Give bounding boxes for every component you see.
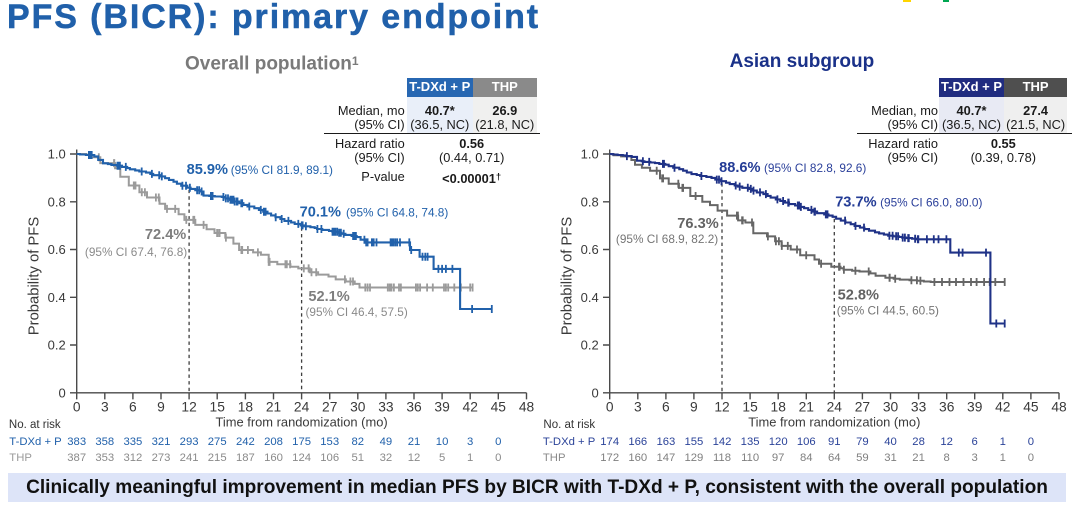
- svg-text:39: 39: [434, 400, 450, 415]
- svg-text:12: 12: [181, 400, 196, 415]
- svg-text:Time from randomization (mo): Time from randomization (mo): [216, 415, 388, 430]
- svg-text:(95% CI 66.0, 80.0): (95% CI 66.0, 80.0): [880, 196, 982, 210]
- svg-text:76.3%: 76.3%: [677, 216, 718, 232]
- svg-text:36: 36: [939, 400, 955, 415]
- svg-text:1.0: 1.0: [48, 147, 66, 162]
- svg-text:9: 9: [157, 400, 165, 415]
- svg-text:52.1%: 52.1%: [308, 289, 349, 305]
- svg-text:21: 21: [266, 400, 281, 415]
- svg-text:1.0: 1.0: [581, 147, 599, 162]
- svg-text:Probability of PFS: Probability of PFS: [27, 217, 43, 336]
- svg-text:18: 18: [238, 400, 254, 415]
- svg-text:33: 33: [378, 400, 394, 415]
- svg-text:27: 27: [322, 400, 337, 415]
- svg-text:0: 0: [73, 400, 81, 415]
- svg-text:(95% CI 67.4, 76.8): (95% CI 67.4, 76.8): [85, 245, 187, 259]
- svg-text:0: 0: [591, 386, 598, 401]
- svg-text:0: 0: [58, 386, 65, 401]
- svg-text:6: 6: [662, 400, 670, 415]
- svg-text:45: 45: [491, 400, 507, 415]
- svg-text:0.4: 0.4: [48, 290, 66, 305]
- svg-text:0.6: 0.6: [48, 242, 66, 257]
- svg-text:42: 42: [995, 400, 1010, 415]
- svg-text:(95% CI 81.9, 89.1): (95% CI 81.9, 89.1): [231, 163, 333, 177]
- svg-text:Probability of PFS: Probability of PFS: [560, 217, 576, 336]
- svg-text:39: 39: [967, 400, 983, 415]
- svg-text:15: 15: [210, 400, 226, 415]
- svg-text:24: 24: [827, 400, 843, 415]
- svg-text:30: 30: [883, 400, 899, 415]
- svg-text:(95% CI 64.8, 74.8): (95% CI 64.8, 74.8): [346, 206, 448, 220]
- svg-text:3: 3: [101, 400, 109, 415]
- svg-text:21: 21: [799, 400, 814, 415]
- svg-text:30: 30: [350, 400, 366, 415]
- svg-text:(95% CI 44.5, 60.5): (95% CI 44.5, 60.5): [837, 304, 939, 318]
- svg-text:45: 45: [1023, 400, 1039, 415]
- svg-text:0.8: 0.8: [48, 195, 66, 210]
- svg-text:Time from randomization (mo): Time from randomization (mo): [748, 415, 920, 430]
- svg-text:3: 3: [634, 400, 642, 415]
- svg-text:42: 42: [463, 400, 478, 415]
- svg-text:88.6%: 88.6%: [719, 160, 760, 176]
- svg-text:27: 27: [855, 400, 870, 415]
- svg-text:15: 15: [742, 400, 758, 415]
- svg-text:(95% CI 82.8, 92.6): (95% CI 82.8, 92.6): [764, 161, 866, 175]
- svg-text:85.9%: 85.9%: [187, 162, 228, 178]
- svg-text:72.4%: 72.4%: [145, 227, 186, 243]
- svg-text:24: 24: [294, 400, 310, 415]
- svg-text:0: 0: [606, 400, 614, 415]
- svg-text:12: 12: [714, 400, 729, 415]
- svg-text:52.8%: 52.8%: [838, 288, 879, 304]
- svg-text:70.1%: 70.1%: [300, 205, 341, 221]
- svg-text:48: 48: [1051, 400, 1067, 415]
- svg-text:(95% CI 68.9, 82.2): (95% CI 68.9, 82.2): [616, 232, 718, 246]
- svg-text:(95% CI 46.4, 57.5): (95% CI 46.4, 57.5): [306, 305, 408, 319]
- svg-text:0.4: 0.4: [581, 290, 599, 305]
- svg-text:36: 36: [406, 400, 422, 415]
- svg-text:0.2: 0.2: [48, 338, 66, 353]
- svg-text:0.8: 0.8: [581, 195, 599, 210]
- svg-text:9: 9: [690, 400, 698, 415]
- svg-text:73.7%: 73.7%: [835, 195, 876, 211]
- svg-text:6: 6: [129, 400, 137, 415]
- svg-text:18: 18: [771, 400, 787, 415]
- svg-text:48: 48: [519, 400, 535, 415]
- svg-text:0.2: 0.2: [581, 338, 599, 353]
- svg-text:0.6: 0.6: [581, 242, 599, 257]
- svg-text:33: 33: [911, 400, 927, 415]
